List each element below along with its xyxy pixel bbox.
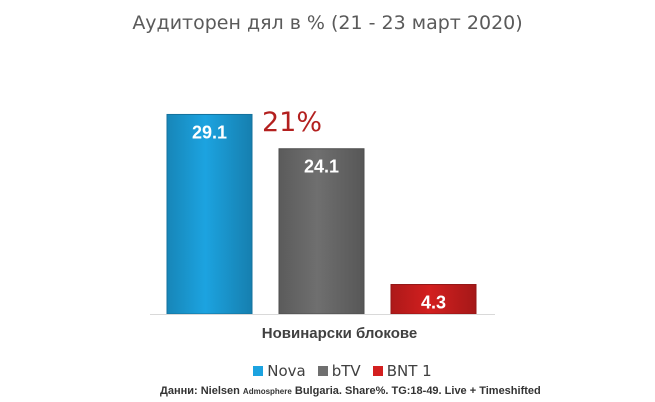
legend-label-btv: bTV: [331, 362, 361, 380]
category-label: Новинарски блокове: [261, 325, 418, 342]
legend-swatch-btv: [317, 366, 328, 376]
source-part1: Данни: Nielsen: [160, 385, 240, 397]
legend-swatch-nova: [253, 366, 264, 376]
legend: Nova bTV BNT 1: [0, 362, 655, 380]
bar-nova: [166, 113, 253, 315]
legend-label-bnt1: BNT 1: [386, 362, 432, 380]
data-label-nova: 29.1: [192, 122, 227, 142]
legend-item-bnt1: BNT 1: [372, 362, 432, 380]
source-note: Данни: Nielsen Admosphere Bulgaria. Shar…: [160, 385, 541, 397]
data-label-btv: 24.1: [304, 157, 339, 177]
legend-item-nova: Nova: [253, 362, 306, 380]
bar-bnt-1: [390, 284, 477, 315]
legend-swatch-bnt1: [372, 366, 383, 376]
legend-item-btv: bTV: [317, 362, 361, 380]
difference-annotation: 21%: [262, 107, 322, 138]
legend-label-nova: Nova: [267, 362, 306, 380]
data-label-bnt-1: 4.3: [421, 293, 446, 313]
bar-btv: [278, 148, 365, 315]
source-part3: Bulgaria. Share%. TG:18-49. Live + Times…: [294, 385, 541, 397]
chart-title: Аудиторен дял в % (21 - 23 март 2020): [132, 12, 523, 34]
source-part2: Admosphere: [242, 387, 292, 396]
